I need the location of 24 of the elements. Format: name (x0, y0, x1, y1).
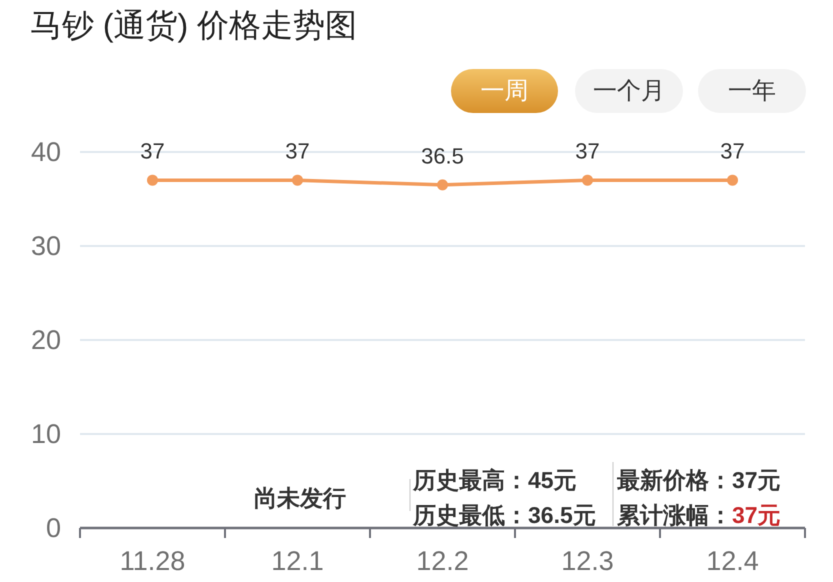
data-label: 37 (140, 138, 165, 164)
data-label: 36.5 (421, 143, 464, 168)
y-tick-label: 40 (30, 137, 61, 167)
data-label: 37 (575, 138, 600, 164)
info: 最新价格：37元 (617, 467, 781, 493)
button: 一年 (698, 69, 806, 113)
button: 一周 (451, 69, 558, 113)
y-tick-label: 10 (30, 419, 61, 449)
info: 累计涨幅：37元 (617, 502, 781, 528)
x-tick-label: 12.4 (706, 546, 759, 576)
x-tick-label: 12.1 (271, 546, 324, 576)
data-label: 37 (285, 138, 310, 164)
title: 马钞 (通货) 价格走势图 (30, 7, 358, 43)
data-label: 37 (720, 138, 745, 164)
info: 历史最低：36.5元 (413, 502, 596, 528)
x-tick-label: 11.28 (120, 546, 186, 576)
x-tick-label: 12.3 (561, 546, 614, 576)
note: 尚未发行 (254, 485, 346, 511)
info: 历史最高：45元 (413, 467, 577, 493)
x-tick-label: 12.2 (416, 546, 469, 576)
y-tick-label: 30 (30, 231, 61, 261)
button: 一个月 (575, 69, 683, 113)
y-tick-label: 0 (46, 513, 61, 543)
y-tick-label: 20 (30, 325, 61, 355)
